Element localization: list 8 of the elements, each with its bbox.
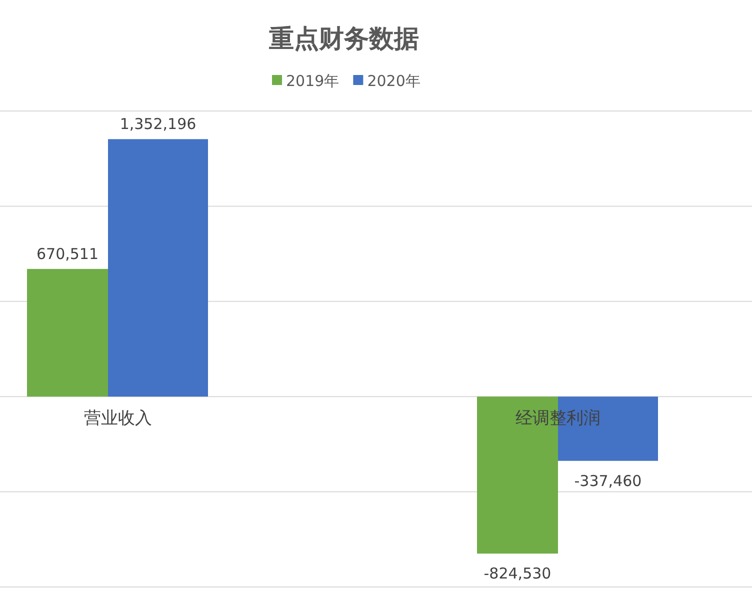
chart-title: 重点财务数据 [268,24,419,53]
data-label: 1,352,196 [120,115,196,134]
legend-label: 2020年 [367,72,420,90]
data-label: -337,460 [574,472,642,490]
data-label: -824,530 [484,564,552,583]
legend-label: 2019年 [286,72,340,90]
data-label: 670,511 [36,244,99,263]
x-tick-label: 营业收入 [84,408,152,429]
